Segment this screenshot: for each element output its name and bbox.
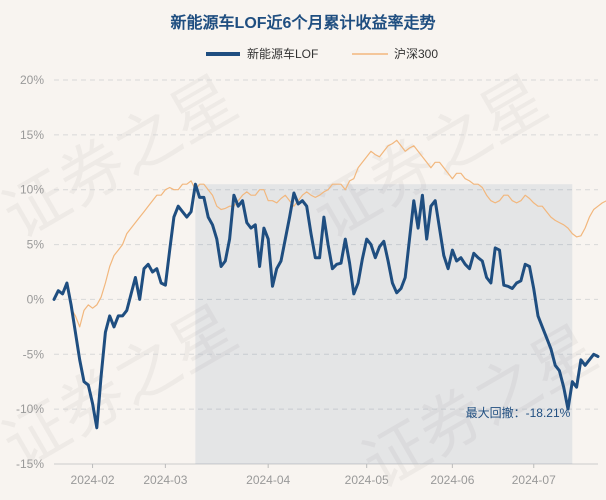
x-tick-label: 2024-05	[345, 473, 389, 487]
y-tick-label: 15%	[20, 128, 44, 142]
max-drawdown-label: 最大回撤：-18.21%	[466, 405, 571, 420]
series	[52, 139, 606, 430]
series-line-fund	[52, 182, 600, 430]
x-tick-label: 2024-03	[143, 473, 187, 487]
y-tick-label: 20%	[20, 73, 44, 87]
x-axis: 2024-02 2024-03 2024-04 2024-05 2024-06 2024-…	[54, 463, 598, 487]
y-tick-label: 5%	[27, 238, 45, 252]
x-tick-label: 2024-07	[512, 473, 556, 487]
chart-title: 新能源车LOF近6个月累计收益率走势	[171, 13, 436, 32]
series-line-hs300	[53, 139, 606, 328]
x-tick-label: 2024-06	[430, 473, 474, 487]
y-tick-label: -5%	[23, 347, 45, 361]
drawdown-shade	[195, 184, 573, 464]
drawdown-region	[195, 184, 573, 464]
legend-label-fund: 新能源车LOF	[247, 46, 318, 61]
y-axis: 20% 15% 10% 5% 0% -5% -10% -15%	[16, 73, 44, 471]
y-tick-label: 0%	[27, 292, 45, 306]
legend-label-hs300: 沪深300	[394, 47, 438, 61]
legend: 新能源车LOF 沪深300	[206, 46, 438, 61]
x-tick-label: 2024-04	[246, 473, 290, 487]
y-tick-label: -10%	[16, 402, 44, 416]
y-tick-label: -15%	[16, 457, 44, 471]
y-tick-label: 10%	[20, 183, 44, 197]
x-tick-label: 2024-02	[71, 473, 115, 487]
